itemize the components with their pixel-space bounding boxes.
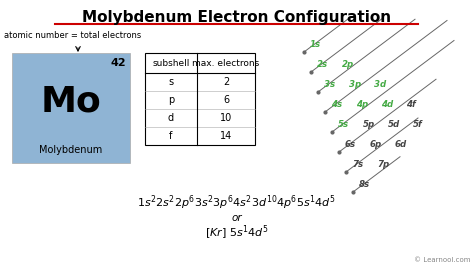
Text: 5s: 5s (338, 120, 349, 129)
Text: 8s: 8s (359, 180, 370, 189)
Text: f: f (169, 131, 173, 141)
Text: 2p: 2p (342, 60, 354, 69)
Text: 4s: 4s (331, 100, 342, 109)
Text: 4p: 4p (356, 100, 368, 109)
Text: 6s: 6s (345, 140, 356, 149)
Text: 7p: 7p (377, 160, 389, 169)
Text: Mo: Mo (41, 85, 101, 119)
Text: s: s (168, 77, 173, 87)
Text: p: p (168, 95, 174, 105)
Text: 3p: 3p (349, 80, 361, 89)
Text: 6d: 6d (395, 140, 407, 149)
Text: 6p: 6p (370, 140, 382, 149)
Text: atomic number = total electrons: atomic number = total electrons (4, 31, 141, 40)
Text: 6: 6 (223, 95, 229, 105)
Text: 1s: 1s (310, 40, 321, 49)
Text: 5d: 5d (388, 120, 400, 129)
Text: © Learnool.com: © Learnool.com (414, 257, 471, 263)
Text: or: or (232, 213, 242, 223)
Text: 5p: 5p (363, 120, 375, 129)
Text: 3s: 3s (324, 80, 335, 89)
Text: Molybdenum: Molybdenum (39, 145, 103, 155)
Text: $1s^{2}2s^{2}2p^{6}3s^{2}3p^{6}4s^{2}3d^{10}4p^{6}5s^{1}4d^{5}$: $1s^{2}2s^{2}2p^{6}3s^{2}3p^{6}4s^{2}3d^… (137, 194, 337, 212)
Text: d: d (168, 113, 174, 123)
Text: 7s: 7s (352, 160, 363, 169)
Text: 5f: 5f (413, 120, 423, 129)
Text: 2s: 2s (317, 60, 328, 69)
Text: $[Kr]\ 5s^{1}4d^{5}$: $[Kr]\ 5s^{1}4d^{5}$ (205, 224, 269, 242)
Text: 42: 42 (110, 58, 126, 68)
Text: 4f: 4f (406, 100, 416, 109)
Text: 10: 10 (220, 113, 232, 123)
Text: subshell: subshell (152, 59, 190, 68)
Text: 14: 14 (220, 131, 232, 141)
Text: max. electrons: max. electrons (192, 59, 260, 68)
Bar (12, 53, 130, 163)
Text: 3d: 3d (374, 80, 386, 89)
Text: 2: 2 (223, 77, 229, 87)
Text: Molybdenum Electron Configuration: Molybdenum Electron Configuration (82, 10, 392, 25)
Text: 4d: 4d (381, 100, 393, 109)
Bar (145, 53, 255, 145)
